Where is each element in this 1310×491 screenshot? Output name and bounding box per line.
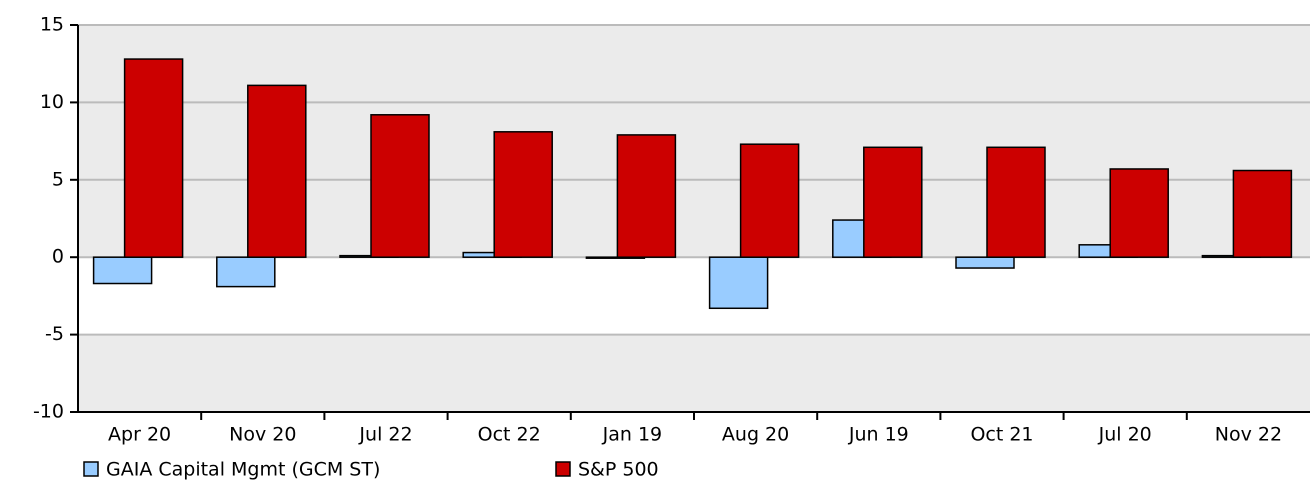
x-tick-label: Jun 19	[848, 424, 909, 446]
bar	[493, 131, 553, 258]
y-tick-label: 15	[40, 14, 64, 36]
bar	[708, 256, 769, 310]
x-tick-label: Oct 22	[478, 424, 541, 446]
x-tick-label: Jul 22	[358, 424, 412, 446]
y-tick-label: -5	[45, 323, 64, 345]
legend-swatch	[83, 461, 99, 477]
bar	[247, 84, 307, 258]
bar	[370, 114, 430, 258]
plot-band	[78, 257, 1310, 335]
legend-swatch	[555, 461, 571, 477]
legend-label: GAIA Capital Mgmt (GCM ST)	[106, 459, 380, 481]
bar	[863, 146, 923, 258]
x-tick-label: Nov 20	[229, 424, 296, 446]
x-tick-label: Jan 19	[602, 424, 663, 446]
x-tick-label: Jul 20	[1098, 424, 1152, 446]
bar	[216, 256, 276, 288]
y-tick-label: 5	[52, 168, 64, 190]
y-tick-label: 10	[40, 91, 64, 113]
bar	[1232, 169, 1293, 258]
bar	[986, 146, 1046, 258]
x-tick-label: Nov 22	[1215, 424, 1282, 446]
x-tick-label: Oct 21	[970, 424, 1033, 446]
legend-label: S&P 500	[578, 459, 659, 481]
bar	[616, 134, 677, 258]
y-tick-label: 0	[52, 246, 64, 268]
x-tick-label: Aug 20	[722, 424, 789, 446]
x-tick-label: Apr 20	[108, 424, 171, 446]
y-tick-label: -10	[33, 401, 64, 423]
bar	[1109, 168, 1169, 258]
bar	[123, 58, 184, 258]
bar	[739, 143, 800, 258]
bar	[92, 256, 153, 285]
bar	[955, 256, 1015, 269]
